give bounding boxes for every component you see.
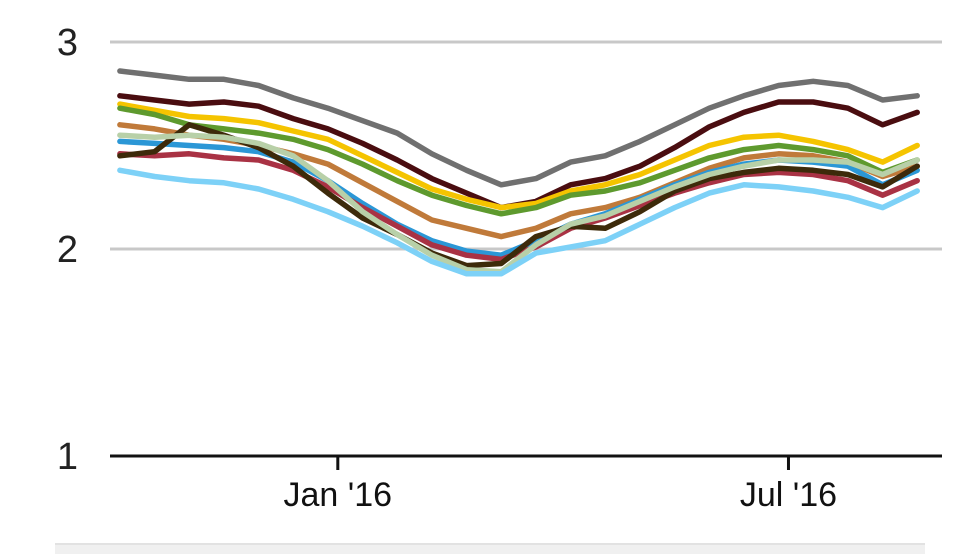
series-line-8 xyxy=(117,122,920,269)
y-tick-label-1: 1 xyxy=(57,436,78,478)
y-tick-label-3: 3 xyxy=(57,22,78,64)
series-line-1 xyxy=(117,68,920,188)
x-tick-label-1: Jul '16 xyxy=(740,476,837,514)
footer-strip xyxy=(55,543,925,554)
x-axis xyxy=(110,454,942,470)
series-line-3 xyxy=(117,101,920,211)
y-tick-label-2: 2 xyxy=(57,229,78,271)
x-tick-labels: Jan '16 Jul '16 xyxy=(284,476,838,514)
gridlines xyxy=(110,40,942,251)
x-tick-label-0: Jan '16 xyxy=(284,476,393,514)
series-line-4 xyxy=(117,105,920,217)
series-line-9 xyxy=(117,132,920,275)
y-tick-labels: 1 2 3 xyxy=(57,22,78,478)
series-lines xyxy=(117,68,920,277)
series-line-10 xyxy=(117,167,920,277)
